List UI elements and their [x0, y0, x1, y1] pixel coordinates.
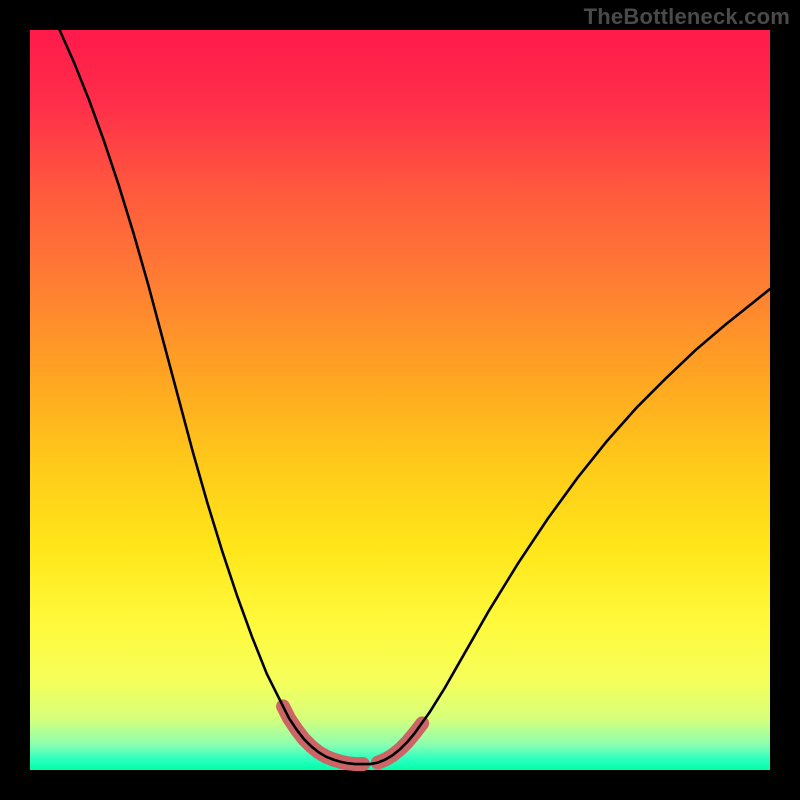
chart-frame: TheBottleneck.com	[0, 0, 800, 800]
watermark-text: TheBottleneck.com	[584, 4, 790, 30]
bottleneck-curve-chart	[0, 0, 800, 800]
plot-background	[30, 30, 770, 770]
